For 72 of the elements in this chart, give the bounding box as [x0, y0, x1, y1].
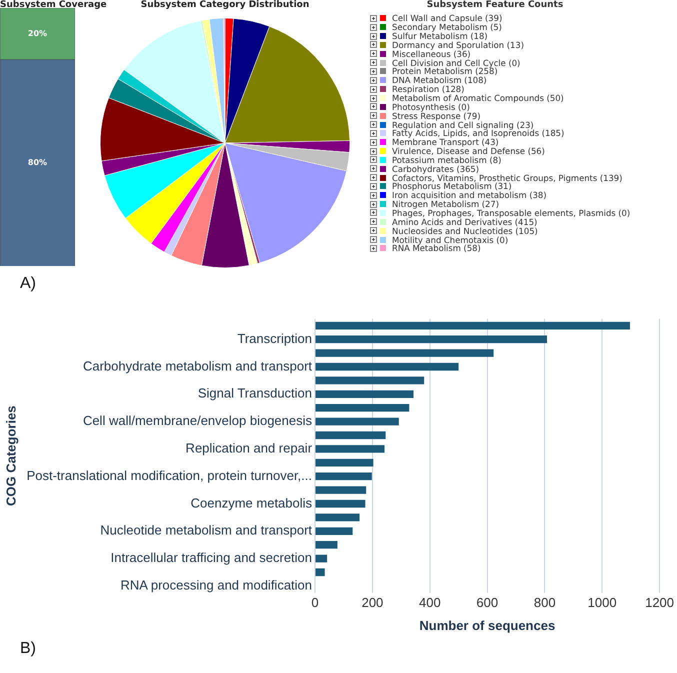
bar — [316, 445, 384, 453]
chart-title: Subsystem Coverage — [0, 0, 107, 10]
legend-label: Dormancy and Sporulation (13) — [392, 40, 524, 50]
bar — [316, 431, 386, 440]
data-label: 20% — [28, 28, 48, 38]
legend-label: Respiration (128) — [392, 84, 464, 94]
bar — [316, 514, 360, 522]
y-tick-label: Signal Transduction — [198, 386, 312, 401]
y-tick-label: Post-translational modification, protein turnover,... — [26, 468, 312, 483]
data-label: 80% — [28, 158, 48, 167]
legend-label: Iron acquisition and metabolism (38) — [392, 190, 547, 200]
legend-label: Stress Response (79) — [392, 110, 480, 121]
x-tick-label: 600 — [476, 595, 498, 610]
x-tick-label: 0 — [311, 595, 319, 610]
legend-label: Membrane Transport (43) — [392, 137, 499, 148]
bar — [316, 362, 459, 371]
y-tick-label: Coenzyme metabolis — [190, 495, 313, 510]
legend-label: Phages, Prophages, Transposable elements, Plasmids (0) — [392, 208, 630, 218]
legend-label: RNA Metabolism (58) — [392, 243, 481, 254]
legend-label: Virulence, Disease and Defense (56) — [392, 146, 545, 156]
bar — [316, 418, 399, 426]
legend-label: Fatty Acids, Lipids, and Isoprenoids (185) — [392, 128, 564, 138]
legend-label: Cell Wall and Capsule (39) — [392, 13, 502, 24]
bar — [316, 458, 374, 466]
bar — [316, 554, 328, 562]
legend-label: Protein Metabolism (258) — [392, 66, 498, 76]
bar — [316, 404, 410, 412]
legend-label: Metabolism of Aromatic Compounds (50) — [392, 93, 564, 104]
legend-label: Amino Acids and Derivatives (415) — [392, 216, 538, 227]
x-tick-label: 400 — [419, 595, 441, 610]
legend-label: Phosphorus Metabolism (31) — [392, 181, 512, 192]
x-tick-label: 800 — [534, 595, 556, 610]
bar — [316, 541, 338, 549]
legend-label: Regulation and Cell signaling (23) — [392, 120, 534, 130]
legend-label: Miscellaneous (36) — [392, 48, 471, 59]
legend-label: Nitrogen Metabolism (27) — [392, 199, 499, 210]
y-tick-label: Nucleotide metabolism and transport — [100, 522, 312, 538]
text: B) — [20, 640, 36, 658]
text: A) — [20, 275, 36, 293]
bar — [316, 486, 366, 494]
legend-title: Subsystem Feature Counts — [426, 0, 564, 10]
legend-label: Sulfur Metabolism (18) — [392, 31, 488, 42]
x-axis-title: Number of sequences — [419, 618, 556, 633]
y-tick-label: Transcription — [237, 330, 312, 346]
y-axis-title: COG Categories — [3, 406, 18, 506]
bar — [316, 322, 630, 330]
y-tick-label: Cell wall/membrane/envelop biogenesis — [82, 413, 313, 428]
legend-label: Cell Division and Cell Cycle (0) — [392, 58, 520, 68]
legend-label: Nucleosides and Nucleotides (105) — [392, 226, 538, 236]
bar — [316, 472, 372, 480]
legend-label: Carbohydrates (365) — [392, 164, 480, 174]
y-tick-label: RNA processing and modification — [120, 578, 312, 593]
chart-title: Subsystem Category Distribution — [140, 0, 310, 10]
legend-label: Photosynthesis (0) — [392, 102, 470, 112]
bar — [316, 349, 494, 357]
x-tick-label: 1200 — [645, 595, 674, 610]
legend-label: Motility and Chemotaxis (0) — [392, 234, 508, 245]
y-tick-label: Replication and repair — [186, 440, 313, 456]
legend-label: DNA Metabolism (108) — [392, 75, 487, 86]
x-tick-label: 200 — [362, 595, 384, 610]
legend-label: Secondary Metabolism (5) — [392, 22, 502, 32]
y-tick-label: Intracellular trafficing and secretion — [110, 550, 312, 566]
x-tick-label: 1000 — [588, 595, 617, 610]
legend-label: Cofactors, Vitamins, Prosthetic Groups, Pigments (139) — [392, 172, 622, 183]
bar — [316, 500, 366, 508]
bar — [316, 376, 424, 384]
bar — [316, 527, 353, 535]
bar — [316, 568, 325, 576]
y-tick-label: Carbohydrate metabolism and transport — [82, 358, 312, 374]
legend-label: Potassium metabolism (8) — [392, 154, 502, 165]
bar — [316, 390, 414, 398]
bar — [316, 336, 547, 344]
